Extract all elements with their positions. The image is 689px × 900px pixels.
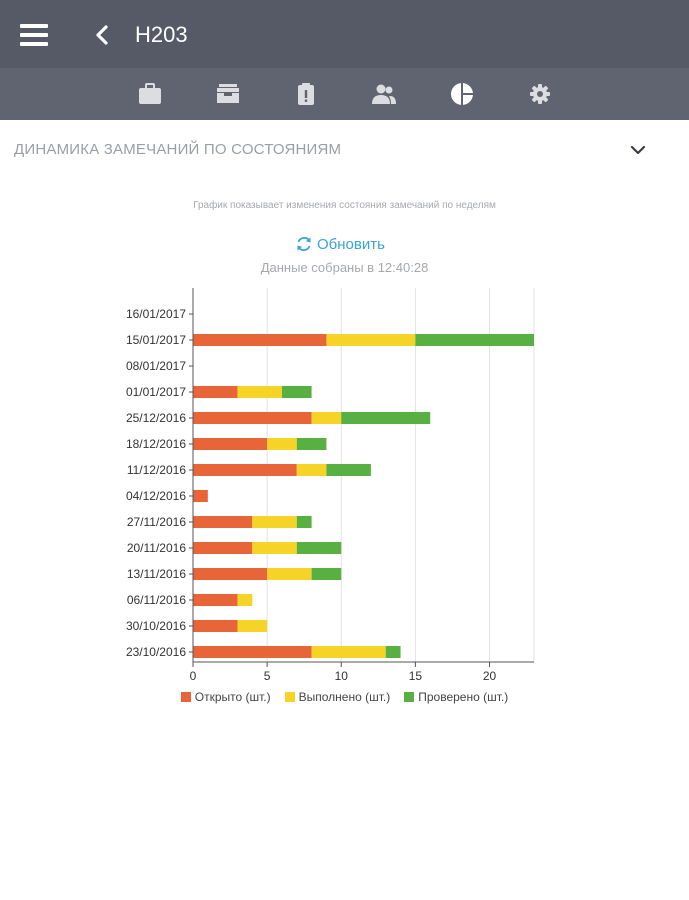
chevron-down-icon (630, 145, 646, 155)
back-button[interactable] (92, 22, 114, 48)
bar-segment (193, 568, 268, 580)
x-tick-label: 15 (409, 669, 423, 683)
tab-remarks[interactable] (292, 80, 320, 108)
bar-segment (237, 386, 282, 398)
bar-segment (281, 386, 312, 398)
bar-segment (193, 490, 208, 502)
legend-label: Открыто (шт.) (194, 690, 271, 704)
bar-segment (193, 620, 238, 632)
gear-icon (530, 84, 550, 104)
menu-icon[interactable] (20, 24, 48, 46)
legend-item[interactable]: Открыто (шт.) (180, 690, 271, 704)
bar-segment (193, 438, 268, 450)
category-label: 13/11/2016 (127, 567, 186, 581)
x-tick-label: 10 (335, 669, 349, 683)
legend-swatch (404, 692, 415, 702)
tab-analytics[interactable] (448, 80, 476, 108)
legend-label: Проверено (шт.) (418, 690, 509, 704)
category-label: 27/11/2016 (127, 515, 186, 529)
bar-segment (341, 412, 431, 424)
pie-chart-icon (451, 83, 473, 105)
x-tick-label: 0 (190, 669, 197, 683)
category-label: 08/01/2017 (126, 359, 186, 373)
tab-briefcase[interactable] (136, 80, 164, 108)
bar-segment (237, 594, 253, 606)
bar-segment (415, 334, 534, 346)
bar-segment (193, 542, 253, 554)
tab-settings[interactable] (526, 80, 554, 108)
clipboard-alert-icon (298, 83, 314, 105)
legend-item[interactable]: Выполнено (шт.) (284, 690, 391, 704)
x-tick-label: 20 (483, 669, 497, 683)
bar-segment (296, 516, 312, 528)
bar-segment (193, 464, 297, 476)
bar-segment (252, 516, 297, 528)
legend-item[interactable]: Проверено (шт.) (404, 690, 508, 704)
bar-segment (193, 646, 312, 658)
legend-swatch (284, 692, 295, 702)
chevron-left-icon (96, 25, 108, 45)
bar-segment (296, 542, 342, 554)
briefcase-icon (139, 83, 161, 104)
bar-segment (311, 568, 342, 580)
collapse-toggle[interactable] (628, 142, 648, 158)
page-title: H203 (135, 22, 188, 47)
tab-inbox[interactable] (214, 80, 242, 108)
bar-segment (311, 646, 386, 658)
tab-bar (0, 68, 689, 120)
stacked-bar-chart: 16/01/2017 15/01/2017 08/01/2017 01/01/2017… (126, 288, 535, 683)
legend-swatch (180, 692, 191, 702)
inbox-icon (217, 84, 239, 103)
bar-segment (326, 464, 371, 476)
bar-segment (267, 438, 297, 450)
bar-segment (193, 594, 238, 606)
category-label: 18/12/2016 (126, 437, 186, 451)
category-label: 30/10/2016 (126, 619, 186, 633)
category-label: 06/11/2016 (127, 593, 186, 607)
data-collected-time: Данные собраны в 12:40:28 (260, 260, 429, 275)
refresh-icon (297, 236, 311, 252)
category-label: 23/10/2016 (126, 645, 186, 659)
bar-segment (193, 386, 238, 398)
category-label: 11/12/2016 (127, 463, 186, 477)
chart-description: График показывает изменения состояния за… (193, 200, 496, 211)
category-label: 15/01/2017 (126, 333, 186, 347)
refresh-label: Обновить (317, 235, 385, 253)
bar-segment (252, 542, 297, 554)
section-title: ДИНАМИКА ЗАМЕЧАНИЙ ПО СОСТОЯНИЯМ (14, 141, 342, 158)
bar-segment (385, 646, 401, 658)
category-label: 16/01/2017 (126, 307, 186, 321)
bar-segment (296, 438, 327, 450)
bar-segment (326, 334, 416, 346)
x-tick-label: 5 (264, 669, 271, 683)
bar-segment (296, 464, 327, 476)
chart-legend: Открыто (шт.) Выполнено (шт.) Проверено (ш… (0, 690, 689, 704)
refresh-button[interactable]: Обновить (295, 233, 385, 255)
category-label: 01/01/2017 (126, 385, 186, 399)
category-label: 20/11/2016 (127, 541, 186, 555)
bar-segment (193, 516, 253, 528)
app-header (0, 0, 689, 68)
category-label: 25/12/2016 (126, 411, 186, 425)
bar-segment (237, 620, 268, 632)
bar-segment (267, 568, 312, 580)
bar-segment (311, 412, 342, 424)
tab-users[interactable] (370, 80, 398, 108)
bar-segment (193, 412, 312, 424)
category-label: 04/12/2016 (126, 489, 186, 503)
bar-segment (193, 334, 327, 346)
legend-label: Выполнено (шт.) (298, 690, 391, 704)
users-icon (372, 84, 396, 104)
